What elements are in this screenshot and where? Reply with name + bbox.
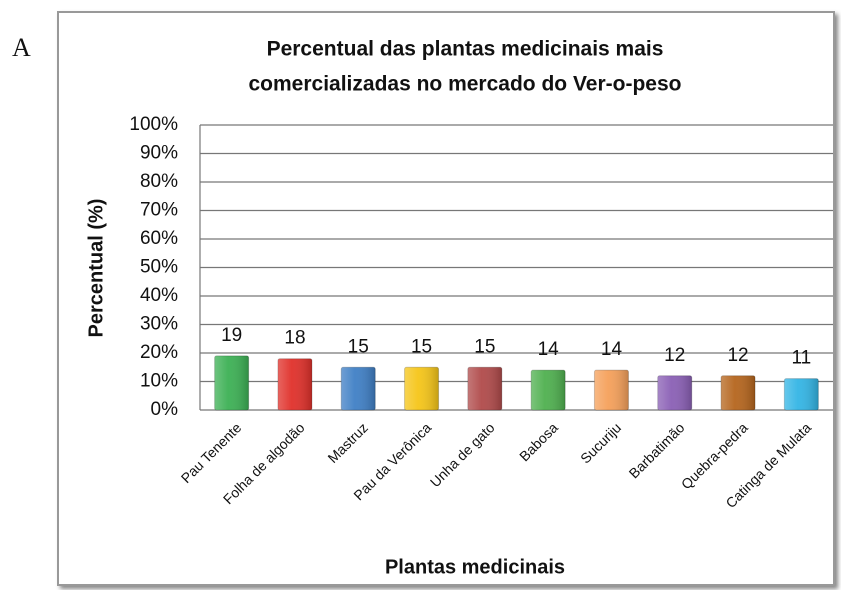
y-tick-label: 80%	[140, 171, 178, 192]
bar-shade	[277, 358, 312, 410]
bar-shade	[784, 378, 819, 410]
data-label: 19	[221, 325, 242, 346]
chart-frame	[57, 11, 835, 586]
y-tick-label: 90%	[140, 143, 178, 164]
data-label: 15	[348, 336, 369, 357]
bar-shade	[657, 375, 692, 410]
y-tick-label: 50%	[140, 257, 178, 278]
y-tick-label: 20%	[140, 342, 178, 363]
y-tick-label: 100%	[129, 114, 178, 135]
y-axis-title: Percentual (%)	[85, 199, 107, 338]
data-label: 14	[538, 339, 560, 360]
x-axis-title: Plantas medicinais	[385, 556, 565, 578]
bar-shade	[341, 367, 376, 410]
bar-shade	[721, 375, 756, 410]
data-label: 15	[411, 336, 432, 357]
data-label: 18	[284, 328, 305, 349]
y-tick-label: 30%	[140, 314, 178, 335]
bar-shade	[467, 367, 502, 410]
y-tick-label: 60%	[140, 228, 178, 249]
panel-label: A	[12, 33, 31, 62]
chart-title: Percentual das plantas medicinais mais	[267, 38, 664, 61]
data-label: 12	[664, 345, 685, 366]
bar-shade	[214, 355, 249, 410]
data-label: 11	[791, 348, 811, 369]
y-tick-label: 40%	[140, 285, 178, 306]
data-label: 15	[474, 336, 495, 357]
chart-title: comercializadas no mercado do Ver-o-peso	[249, 73, 682, 96]
bar-shade	[594, 370, 629, 410]
bar-shade	[531, 370, 566, 410]
y-tick-label: 0%	[151, 399, 179, 420]
bar-shade	[404, 367, 439, 410]
data-label: 12	[727, 345, 748, 366]
y-tick-label: 70%	[140, 200, 178, 221]
data-label: 14	[601, 339, 623, 360]
y-tick-label: 10%	[140, 371, 178, 392]
